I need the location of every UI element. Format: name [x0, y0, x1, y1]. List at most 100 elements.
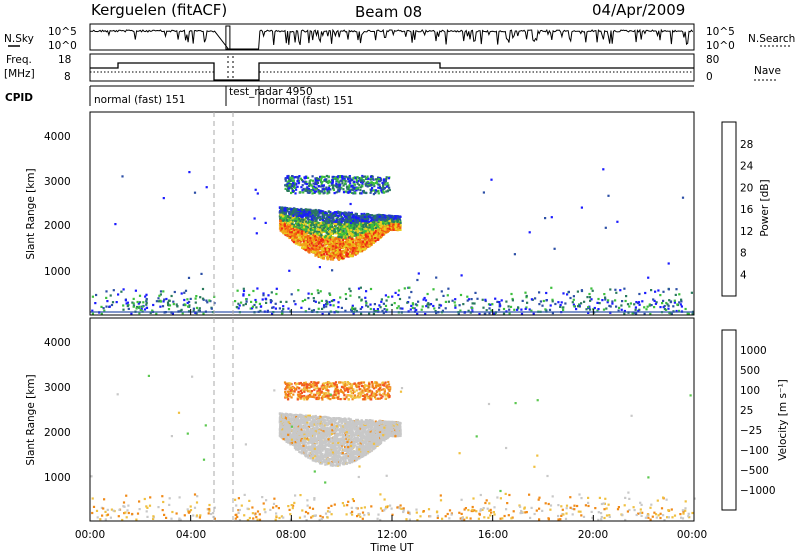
power-echo-point — [301, 244, 304, 247]
power-echo-point — [344, 232, 347, 235]
power-echo-point — [130, 312, 133, 315]
power-echo-point — [373, 309, 376, 312]
power-echo-point — [492, 312, 496, 315]
power-echo-point — [187, 305, 190, 308]
power-echo-point — [325, 224, 328, 227]
power-echo-point — [316, 217, 319, 220]
power-echo-point — [317, 307, 320, 310]
power-echo-point — [373, 235, 376, 238]
power-echo-point — [354, 231, 357, 234]
power-echo-point — [644, 291, 647, 295]
power-echo-point — [351, 241, 354, 244]
power-echo-point — [332, 219, 335, 222]
power-echo-point — [362, 233, 365, 236]
power-echo-point — [360, 212, 363, 216]
power-echo-point — [373, 303, 376, 306]
power-echo-point — [271, 312, 274, 315]
power-echo-point — [454, 304, 457, 307]
power-echo-point — [252, 289, 255, 293]
power-echo-point — [122, 308, 125, 311]
power-echo-point — [297, 289, 300, 292]
power-echo-point — [337, 180, 340, 183]
power-echo-point — [349, 290, 352, 293]
power-echo-point — [345, 297, 348, 300]
power-echo-point — [138, 312, 141, 315]
power-echo-point — [364, 225, 368, 228]
power-echo-point — [317, 213, 320, 216]
power-echo-point — [335, 242, 338, 245]
power-echo-point — [351, 239, 354, 242]
power-echo-point — [380, 300, 383, 303]
power-echo-point — [384, 294, 387, 297]
power-echo-point — [264, 221, 267, 224]
power-echo-point — [307, 228, 310, 231]
velocity-echo-point — [237, 497, 240, 500]
power-echo-point — [365, 191, 368, 195]
power-echo-point — [285, 219, 289, 222]
power-echo-point — [361, 222, 364, 225]
power-echo-point — [451, 299, 454, 302]
power-echo-point — [108, 305, 111, 308]
power-echo-point — [361, 184, 364, 187]
power-echo-point — [598, 302, 601, 305]
power-echo-point — [381, 181, 384, 184]
power-echo-point — [657, 289, 660, 292]
power-echo-point — [320, 235, 323, 238]
velocity-echo-point — [333, 503, 336, 506]
power-echo-point — [288, 225, 291, 228]
power-echo-point — [289, 215, 292, 218]
power-echo-point — [326, 190, 329, 193]
power-echo-point — [336, 222, 339, 226]
power-echo-point — [311, 235, 314, 238]
power-echo-point — [329, 243, 332, 246]
power-echo-point — [338, 248, 341, 252]
power-echo-point — [381, 221, 384, 224]
power-echo-point — [340, 215, 343, 218]
power-echo-point — [256, 287, 259, 290]
power-echo-point — [374, 189, 377, 192]
power-echo-point — [274, 302, 277, 305]
power-echo-point — [390, 218, 393, 221]
power-echo-point — [665, 301, 668, 305]
velocity-echo-point — [666, 516, 669, 519]
velocity-panel: 1000 2000 3000 4000 Slant Range [km] — [25, 317, 696, 522]
power-echo-point — [288, 236, 291, 240]
velocity-echo-point — [503, 514, 506, 518]
power-echo-point — [530, 298, 533, 301]
power-echo-point — [315, 212, 318, 215]
power-echo-point — [384, 231, 388, 234]
power-echo-point — [280, 213, 283, 216]
power-echo-point — [317, 291, 320, 295]
power-echo-point — [302, 223, 305, 226]
power-echo-point — [572, 295, 575, 298]
power-echo-point — [248, 293, 251, 297]
power-echo-point — [295, 229, 298, 232]
power-echo-point — [353, 222, 356, 225]
power-echo-point — [318, 244, 322, 247]
power-echo-point — [287, 222, 290, 225]
power-echo-point — [145, 306, 149, 309]
power-echo-point — [326, 188, 329, 191]
velocity-echo-point — [400, 507, 403, 510]
power-echo-point — [310, 189, 313, 192]
power-echo-point — [328, 229, 332, 233]
power-echo-point — [549, 304, 552, 307]
power-echo-point — [373, 238, 376, 242]
power-echo-point — [355, 179, 358, 182]
power-echo-point — [342, 257, 345, 260]
power-echo-point — [339, 296, 342, 299]
power-echo-point — [346, 245, 349, 248]
power-echo-point — [324, 211, 327, 215]
power-echo-point — [322, 210, 325, 213]
power-echo-point — [295, 234, 298, 238]
nsky-trace — [90, 25, 694, 50]
power-echo-point — [345, 221, 348, 224]
power-echo-point — [339, 179, 342, 182]
power-echo-point — [283, 229, 286, 233]
power-echo-point — [307, 217, 310, 220]
nsky-frame — [89, 23, 695, 51]
power-echo-point — [313, 190, 316, 194]
power-echo-point — [262, 294, 265, 297]
power-echo-point — [403, 287, 406, 290]
power-echo-point — [386, 189, 390, 192]
